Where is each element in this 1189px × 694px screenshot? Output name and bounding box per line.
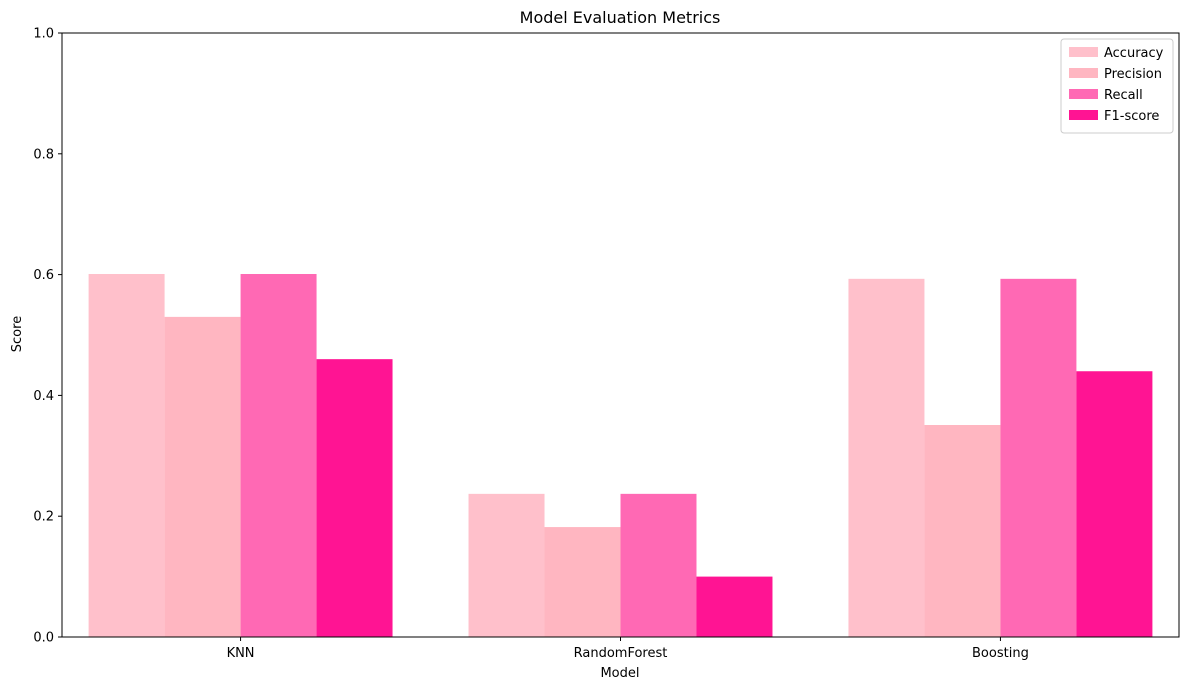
bar-precision-knn — [164, 316, 241, 637]
legend-label: F1-score — [1104, 109, 1159, 124]
bar-recall-knn — [240, 274, 317, 637]
legend-swatch-f1-score — [1069, 110, 1098, 120]
y-tick-label: 0.4 — [33, 389, 54, 404]
chart-title: Model Evaluation Metrics — [520, 8, 721, 27]
legend: Accuracy Precision Recall F1-score — [1060, 38, 1174, 134]
legend-box — [1060, 38, 1174, 134]
bar-accuracy-randomforest — [468, 493, 545, 637]
bar-precision-boosting — [924, 425, 1001, 637]
bars-layer — [88, 274, 1153, 637]
bar-f1-score-knn — [316, 359, 393, 637]
legend-swatch-precision — [1069, 68, 1098, 78]
x-tick-label: RandomForest — [574, 646, 668, 661]
x-tick-label: Boosting — [972, 646, 1029, 661]
y-tick-label: 0.6 — [33, 268, 54, 283]
y-axis-label: Score — [10, 316, 25, 352]
axes-layer: 0.0 0.2 0.4 0.6 0.8 1.0 KNN RandomForest Boostin… — [33, 27, 1180, 661]
bar-f1-score-boosting — [1076, 371, 1153, 637]
y-tick-label: 0.8 — [33, 147, 54, 162]
bar-accuracy-knn — [88, 274, 165, 637]
x-tick-label: KNN — [227, 646, 255, 661]
bar-recall-boosting — [1000, 278, 1077, 637]
legend-label: Accuracy — [1104, 46, 1164, 61]
y-tick-label: 0.2 — [33, 510, 54, 525]
legend-swatch-accuracy — [1069, 47, 1098, 57]
y-tick-label: 0.0 — [33, 631, 54, 646]
legend-swatch-recall — [1069, 89, 1098, 99]
x-axis-label: Model — [600, 666, 639, 681]
y-tick-label: 1.0 — [33, 27, 54, 42]
bar-precision-randomforest — [544, 527, 621, 637]
bar-f1-score-randomforest — [696, 576, 773, 637]
legend-label: Recall — [1104, 88, 1143, 103]
legend-label: Precision — [1104, 67, 1162, 82]
bar-accuracy-boosting — [848, 278, 925, 637]
bar-recall-randomforest — [620, 493, 697, 637]
